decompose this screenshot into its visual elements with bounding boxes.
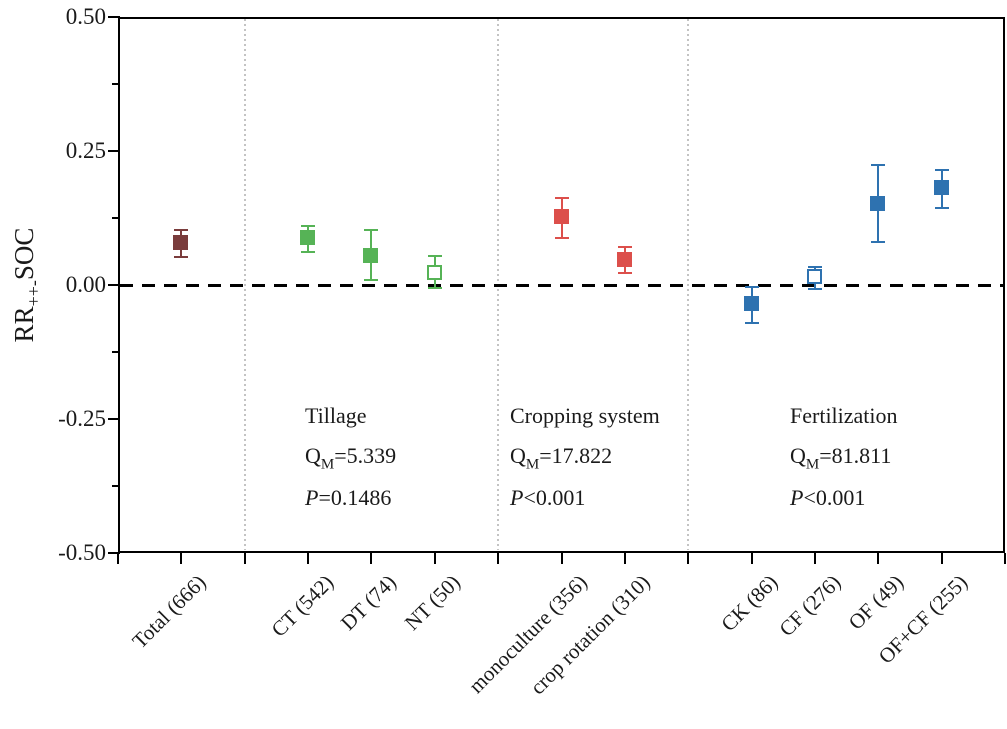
x-axis-tick	[117, 553, 119, 564]
x-axis-category-label: CT (542)	[266, 570, 338, 642]
group-annotation-title-fertilization: Fertilization	[790, 403, 898, 428]
annotation-text: P	[510, 485, 524, 510]
x-axis-category-label: Total (666)	[127, 570, 211, 654]
data-point-ct-542	[300, 230, 315, 245]
annotation-text: =17.822	[539, 443, 613, 468]
y-axis-tick-label: 0.50	[65, 4, 106, 29]
annotation-text: Q	[790, 443, 806, 468]
data-point-dt-74	[363, 248, 378, 263]
annotation-text: M	[805, 456, 820, 473]
x-axis-tick	[751, 553, 753, 564]
x-axis-tick	[561, 553, 563, 564]
x-axis-tick	[814, 553, 816, 564]
x-axis-category-label: CF (276)	[773, 570, 845, 642]
y-axis-title-suffix: SOC	[9, 227, 39, 281]
error-bar-cap-bottom	[745, 322, 759, 324]
x-axis-tick	[941, 553, 943, 564]
data-point-total-666	[173, 235, 188, 250]
data-point-nt-50	[427, 265, 442, 280]
y-axis-tick-label: 0.25	[65, 138, 106, 163]
data-point-cf-276	[807, 269, 822, 284]
annotation-text: P	[305, 485, 319, 510]
data-point-of-49	[870, 196, 885, 211]
annotation-text: =81.811	[819, 443, 892, 468]
annotation-text: <0.001	[803, 485, 866, 510]
group-annotation-p-fertilization: P<0.001	[790, 485, 865, 511]
annotation-text: Q	[305, 443, 321, 468]
annotation-text: M	[320, 456, 335, 473]
error-bar-cap-top	[935, 169, 949, 171]
error-bar-cap-bottom	[174, 256, 188, 258]
error-bar-cap-top	[301, 225, 315, 227]
y-axis-minor-tick	[112, 83, 118, 85]
group-annotation-title-cropping-system: Cropping system	[510, 403, 660, 428]
error-bar-cap-top	[808, 266, 822, 268]
y-axis-major-tick	[108, 552, 120, 554]
error-bar-cap-bottom	[808, 288, 822, 290]
error-bar-cap-top	[618, 246, 632, 248]
y-axis-minor-tick	[112, 485, 118, 487]
y-axis-minor-tick	[112, 217, 118, 219]
data-point-monoculture-356	[554, 209, 569, 224]
annotation-text: Q	[510, 443, 526, 468]
data-point-of-cf-255	[934, 180, 949, 195]
data-point-crop-rotation-310	[617, 252, 632, 267]
x-axis-tick	[497, 553, 499, 564]
y-axis-major-tick	[108, 16, 120, 18]
group-annotation-title-tillage: Tillage	[305, 403, 367, 428]
group-annotation-qm-cropping-system: QM=17.822	[510, 443, 612, 473]
y-axis-title: RR++-SOC	[7, 135, 44, 435]
group-annotation-qm-tillage: QM=5.339	[305, 443, 396, 473]
y-axis-major-tick	[108, 418, 120, 420]
y-axis-major-tick	[108, 284, 120, 286]
error-bar-cap-bottom	[364, 279, 378, 281]
zero-reference-line	[120, 284, 1003, 287]
x-axis-tick	[1004, 553, 1006, 564]
annotation-text: =0.1486	[318, 485, 392, 510]
y-axis-tick-label: 0.00	[65, 272, 106, 297]
y-axis-title-prefix: RR	[9, 306, 39, 343]
error-bar-cap-bottom	[428, 287, 442, 289]
x-axis-category-label: NT (50)	[400, 570, 465, 635]
error-bar-cap-bottom	[935, 207, 949, 209]
error-bar-cap-top	[428, 255, 442, 257]
x-axis-tick	[434, 553, 436, 564]
x-axis-tick	[370, 553, 372, 564]
x-axis-tick	[624, 553, 626, 564]
annotation-text: <0.001	[523, 485, 586, 510]
group-annotation-p-tillage: P=0.1486	[305, 485, 391, 511]
error-bar-cap-bottom	[301, 251, 315, 253]
y-axis-major-tick	[108, 150, 120, 152]
group-annotation-qm-fertilization: QM=81.811	[790, 443, 891, 473]
x-axis-category-label: CK (86)	[715, 570, 782, 637]
error-bar-cap-top	[174, 229, 188, 231]
data-point-ck-86	[744, 296, 759, 311]
x-axis-tick	[244, 553, 246, 564]
error-bar-cap-top	[871, 164, 885, 166]
y-axis-minor-tick	[112, 351, 118, 353]
x-axis-category-label: DT (74)	[336, 570, 401, 635]
annotation-text: P	[790, 485, 804, 510]
error-bar-cap-top	[364, 229, 378, 231]
annotation-text: =5.339	[334, 443, 397, 468]
group-annotation-p-cropping-system: P<0.001	[510, 485, 585, 511]
y-axis-tick-label: -0.50	[58, 540, 106, 565]
x-axis-tick	[307, 553, 309, 564]
x-axis-tick	[180, 553, 182, 564]
x-axis-tick	[877, 553, 879, 564]
error-bar-cap-bottom	[555, 237, 569, 239]
x-axis-tick	[687, 553, 689, 564]
error-bar-cap-top	[555, 197, 569, 199]
error-bar-cap-bottom	[618, 272, 632, 274]
y-axis-title-subscript: ++-	[23, 280, 44, 307]
error-bar-cap-top	[745, 286, 759, 288]
annotation-text: M	[525, 456, 540, 473]
y-axis-tick-label: -0.25	[58, 406, 106, 431]
error-bar-cap-bottom	[871, 241, 885, 243]
